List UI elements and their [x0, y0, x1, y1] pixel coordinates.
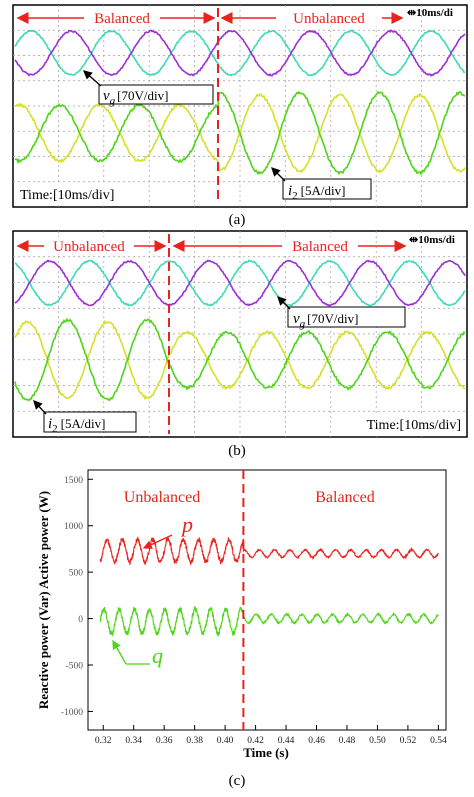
panel-a-current-label-box	[282, 178, 372, 200]
panel-b-current-label: i2 [5A/div]	[48, 416, 105, 435]
panel-b-voltage-label-box	[287, 306, 406, 328]
panel-b-voltage-pointer	[277, 296, 291, 310]
panel-c-unbalanced-annotation: Unbalanced	[124, 489, 200, 506]
x-tick-label: 0.40	[217, 736, 234, 746]
panel-b-grid	[13, 231, 467, 437]
panel-a-current-label: i2 [5A/div]	[288, 183, 345, 202]
y-tick-label: -1000	[61, 708, 83, 718]
panel-b-voltage-label: vg [70V/div]	[293, 311, 358, 330]
panel-a-right-label: Unbalanced	[293, 11, 365, 27]
panel-b-current-label-box	[43, 411, 137, 433]
panel-b-scale-tag: ⇹10ms/di	[409, 234, 455, 246]
x-tick-label: 0.36	[156, 736, 173, 746]
x-tick-label: 0.32	[95, 736, 112, 746]
x-tick-label: 0.48	[339, 736, 356, 746]
x-tick-label: 0.50	[369, 736, 386, 746]
panel-a-vg-phase-b	[14, 29, 466, 77]
panel-b-waveforms	[14, 259, 466, 402]
panel-b-caption: (b)	[228, 443, 246, 459]
x-tick-label: 0.38	[186, 736, 203, 746]
panel-b-right-label-bg	[282, 237, 358, 254]
panel-c-caption: (c)	[229, 773, 246, 789]
panel-a-left-label-bg	[84, 9, 160, 26]
panel-b-vg-phase-a	[14, 259, 466, 307]
x-tick-label: 0.52	[400, 736, 417, 746]
panel-b-i2-phase-b	[14, 317, 466, 402]
panel-a-vg-phase-a	[14, 29, 466, 77]
panel-a-voltage-pointer	[83, 70, 102, 87]
panel-c-x-axis: 0.32 0.34 0.36 0.38 0.40 0.42 0.44 0.46 0.48 0.50…	[95, 725, 447, 746]
panel-c-balanced-annotation: Balanced	[315, 489, 375, 506]
panel-a-left-label: Balanced	[94, 11, 150, 27]
panel-b-oscilloscope: Unbalanced Balanced ⇹10ms/di vg [70V/div]…	[12, 230, 468, 438]
panel-c-y-axis: -1000 -500 0 500 1000 1500	[61, 476, 93, 718]
x-tick-label: 0.42	[247, 736, 264, 746]
panel-c-p-label: p	[180, 512, 193, 537]
y-tick-label: 0	[78, 615, 83, 625]
panel-a-oscilloscope: Balanced Unbalanced ⇹10ms/di vg [70V/div]…	[12, 4, 468, 208]
panel-b-left-label-bg	[44, 237, 134, 254]
panel-b-right-label: Balanced	[292, 239, 348, 255]
panel-b-i2-phase-a	[14, 319, 466, 401]
panel-a-voltage-label-box	[98, 84, 214, 105]
panel-b-current-pointer	[33, 400, 47, 415]
panel-c-p-pointer	[142, 534, 173, 549]
y-tick-label: -500	[66, 662, 84, 672]
panel-a-voltage-label: vg [70V/div]	[103, 88, 168, 107]
panel-b-time-label-bg	[350, 415, 464, 433]
panel-c-plot-frame	[87, 469, 447, 731]
panel-c-x-label: Time (s)	[243, 745, 289, 760]
x-tick-label: 0.46	[308, 736, 325, 746]
x-tick-label: 0.44	[278, 736, 295, 746]
panel-a-caption: (a)	[229, 212, 246, 228]
panel-a-right-label-bg	[276, 9, 382, 26]
panel-a-current-pointer	[271, 167, 286, 182]
panel-a-i2-phase-b	[14, 90, 466, 176]
y-tick-label: 500	[69, 569, 84, 579]
panel-b-vg-phase-b	[14, 259, 466, 307]
panel-a-time-label: Time:[10ms/div]	[20, 188, 114, 203]
panel-a-waveforms	[14, 29, 466, 176]
x-tick-label: 0.34	[125, 736, 142, 746]
panel-b-time-label: Time:[10ms/div]	[367, 418, 461, 433]
panel-a-time-label-bg	[17, 185, 135, 203]
x-tick-label: 0.54	[430, 736, 447, 746]
panel-b-left-label: Unbalanced	[53, 239, 125, 255]
panel-c-q-label: q	[152, 643, 163, 668]
y-tick-label: 1500	[64, 476, 83, 486]
panel-c-q-pointer	[112, 639, 127, 665]
panel-c-y-label: Reactive power (Var) Active power (W)	[36, 491, 51, 709]
panel-a-scale-tag: ⇹10ms/di	[407, 7, 453, 19]
y-tick-label: 1000	[64, 522, 83, 532]
